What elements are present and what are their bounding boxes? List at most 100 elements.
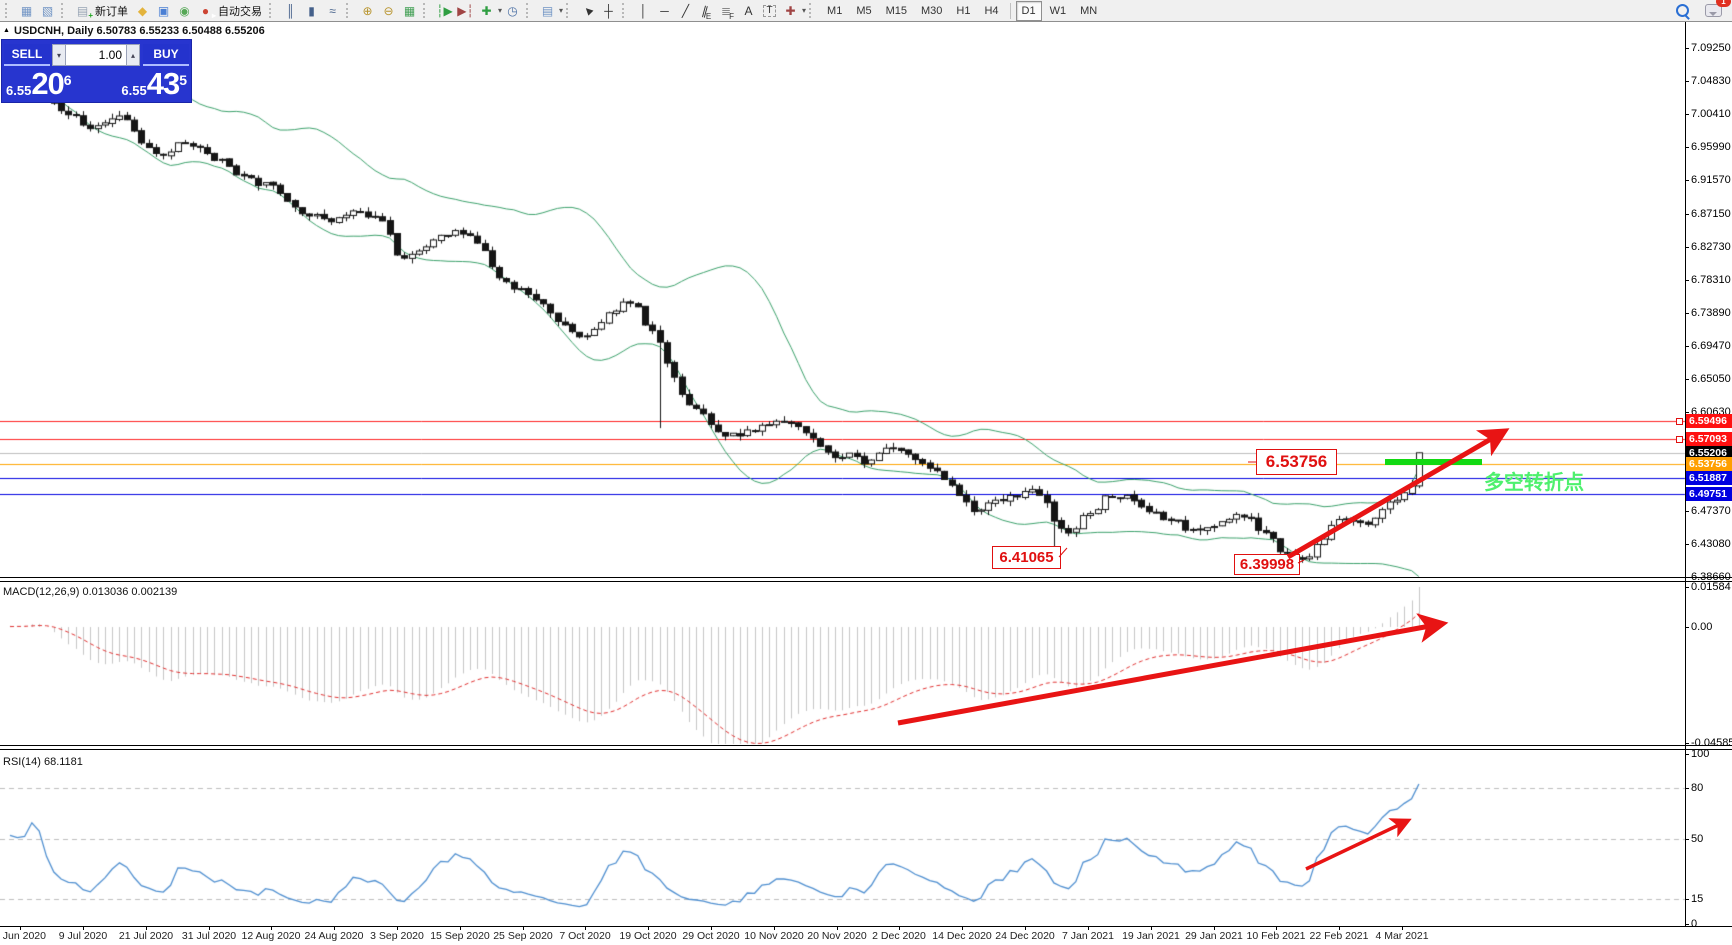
- volume-increase-button[interactable]: ▴: [126, 44, 140, 66]
- rsi-axis-tickmark: [1685, 788, 1689, 789]
- chart-shift-icon[interactable]: ▶┆: [455, 1, 476, 21]
- fibonacci-icon[interactable]: ≣ F: [717, 1, 738, 21]
- price-axis-tickmark: [1685, 345, 1689, 347]
- toolbar-grip[interactable]: [622, 3, 629, 18]
- clock-icon: ◷: [507, 3, 518, 18]
- quote-panel-collapse-icon[interactable]: ▲: [3, 27, 10, 34]
- turning-point-text[interactable]: 多空转折点: [1484, 472, 1584, 494]
- zoom-in-icon[interactable]: ⊕: [357, 1, 378, 21]
- buy-button[interactable]: BUY: [143, 44, 189, 66]
- rsi-axis-tickmark: [1685, 839, 1689, 840]
- arrows-icon[interactable]: ✚: [780, 1, 801, 21]
- date-axis-tickmark: [899, 926, 900, 930]
- toolbar-grip[interactable]: [526, 3, 533, 18]
- clock-icon[interactable]: ◷: [502, 1, 523, 21]
- date-axis-label: 22 Feb 2021: [1309, 930, 1369, 942]
- trendline-icon[interactable]: ╱: [675, 1, 696, 21]
- timeframe-m1[interactable]: M1: [827, 4, 843, 17]
- zoom-out-icon[interactable]: ⊖: [378, 1, 399, 21]
- new-order-icon[interactable]: ▤ +: [72, 1, 93, 21]
- new-order-icon-label[interactable]: 新订单: [95, 5, 128, 18]
- price-axis-tick: 6.43080: [1691, 537, 1731, 550]
- arrows-icon-dropdown[interactable]: ▾: [802, 6, 807, 15]
- toolbar-grip[interactable]: [61, 3, 68, 18]
- price-annotation-label[interactable]: 6.41065: [992, 546, 1061, 569]
- price-level-badge: 6.57093: [1686, 431, 1732, 446]
- timeframe-w1[interactable]: W1: [1049, 4, 1067, 17]
- volume-decrease-button[interactable]: ▾: [52, 44, 66, 66]
- price-level-badge: 6.49751: [1686, 486, 1732, 501]
- chart-profile-icon[interactable]: ▧: [37, 1, 58, 21]
- price-axis-tick: 7.00410: [1691, 108, 1731, 121]
- search-icon[interactable]: [1672, 1, 1693, 21]
- buy-price[interactable]: 6.55 43 5: [121, 66, 187, 101]
- price-annotation-label[interactable]: 6.53756: [1256, 449, 1337, 475]
- line-chart-mode-icon[interactable]: ≈: [322, 1, 343, 21]
- timeframe-m15[interactable]: M15: [885, 4, 908, 17]
- signals-icon[interactable]: ◉: [174, 1, 195, 21]
- date-axis-label: 10 Feb 2021: [1246, 930, 1306, 942]
- timeframe-mn[interactable]: MN: [1080, 4, 1098, 17]
- rsi-axis-tick: 100: [1691, 748, 1710, 760]
- price-level-badge: 6.51887: [1686, 470, 1732, 485]
- candlestick-mode-icon[interactable]: ▮: [301, 1, 322, 21]
- toolbar-grip[interactable]: [5, 3, 12, 18]
- price-axis-tick: 6.78310: [1691, 273, 1731, 286]
- indicators-icon: ✚: [481, 3, 492, 18]
- price-axis-tickmark: [1685, 543, 1689, 545]
- terminal-icon[interactable]: ▣: [153, 1, 174, 21]
- autotrading-icon-label[interactable]: 自动交易: [218, 5, 262, 18]
- autotrading-icon: ●: [201, 3, 210, 18]
- templates-icon-dropdown[interactable]: ▾: [559, 6, 564, 15]
- new-chart-icon[interactable]: ▦: [16, 1, 37, 21]
- date-axis-label: 24 Aug 2020: [304, 930, 364, 942]
- text-icon[interactable]: A: [738, 1, 759, 21]
- vertical-line-icon[interactable]: │: [633, 1, 654, 21]
- price-axis-tickmark: [1685, 180, 1689, 182]
- notifications-icon[interactable]: 1: [1703, 0, 1731, 21]
- timeframe-h4[interactable]: H4: [984, 4, 999, 17]
- sell-button[interactable]: SELL: [4, 44, 50, 66]
- sell-price[interactable]: 6.55 20 6: [6, 66, 72, 101]
- toolbar-group: ► ┼: [563, 0, 619, 22]
- toolbar-grip[interactable]: [423, 3, 430, 18]
- timeframe-d1[interactable]: D1: [1015, 0, 1042, 21]
- date-axis-tickmark: [397, 926, 398, 930]
- price-annotation-label[interactable]: 6.39998: [1234, 554, 1300, 575]
- timeframe-m5[interactable]: M5: [856, 4, 872, 17]
- macd-axis-tick: 0.01584: [1691, 580, 1731, 593]
- price-axis-tick: 6.82730: [1691, 240, 1731, 253]
- rsi-pane-separator[interactable]: [0, 745, 1732, 750]
- timeframe-m30[interactable]: M30: [921, 4, 943, 17]
- metaeditor-icon[interactable]: ◆: [132, 1, 153, 21]
- auto-scroll-icon[interactable]: ┆▶: [434, 1, 455, 21]
- text-label-icon[interactable]: T: [759, 1, 780, 21]
- toolbar-grip[interactable]: [346, 3, 353, 18]
- channel-icon[interactable]: ∥ E: [696, 1, 717, 21]
- timeframe-h1[interactable]: H1: [956, 4, 971, 17]
- toolbar-grip[interactable]: [269, 3, 276, 18]
- date-axis-label: 24 Dec 2020: [995, 930, 1055, 942]
- toolbar-grip[interactable]: [566, 3, 573, 18]
- support-highlight-bar[interactable]: [1385, 459, 1482, 465]
- tile-windows-icon[interactable]: ▦: [399, 1, 420, 21]
- cursor-icon[interactable]: ►: [577, 1, 598, 21]
- indicators-icon[interactable]: ✚: [476, 1, 497, 21]
- hline-anchor[interactable]: [1676, 435, 1683, 443]
- autotrading-icon[interactable]: ● ▸: [195, 1, 216, 21]
- crosshair-icon[interactable]: ┼: [598, 1, 619, 21]
- hline-anchor[interactable]: [1676, 417, 1683, 425]
- templates-icon[interactable]: ▤: [537, 1, 558, 21]
- volume-input[interactable]: [66, 44, 126, 66]
- date-axis-label: 9 Jul 2020: [58, 930, 108, 942]
- bar-chart-mode-icon: ║: [286, 3, 295, 18]
- toolbar-group: ⊕ ⊖ ▦: [343, 0, 420, 22]
- indicators-icon-dropdown[interactable]: ▾: [498, 6, 503, 15]
- date-axis-label: 15 Sep 2020: [430, 930, 490, 942]
- macd-pane-separator[interactable]: [0, 577, 1732, 582]
- candlestick-mode-icon: ▮: [308, 3, 315, 18]
- toolbar-group: ▤ ▾: [523, 0, 563, 22]
- bar-chart-mode-icon[interactable]: ║: [280, 1, 301, 21]
- horizontal-line-icon[interactable]: ─: [654, 1, 675, 21]
